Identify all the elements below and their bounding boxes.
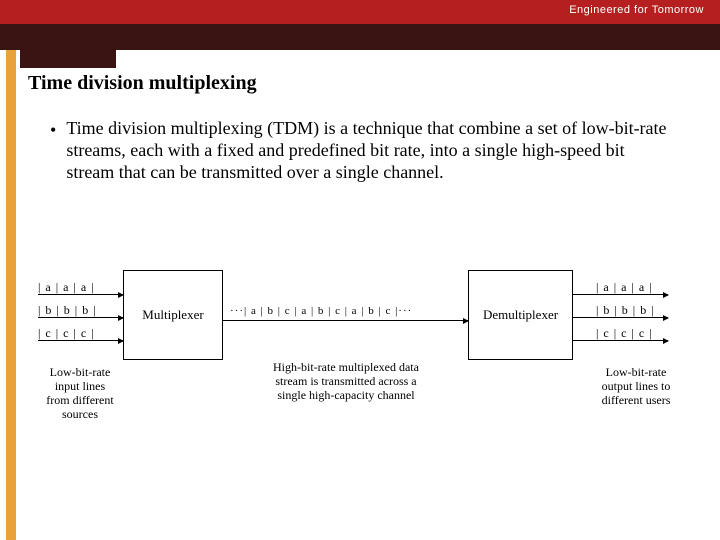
arrow-out-b xyxy=(573,317,668,318)
arrow-center xyxy=(223,320,468,321)
left-accent-stripe xyxy=(6,50,16,540)
sub-band xyxy=(0,24,720,50)
arrow-in-c xyxy=(38,340,123,341)
output-stream-b: | b | b | b | xyxy=(596,303,655,318)
output-stream-c: | c | c | c | xyxy=(596,326,653,341)
arrow-in-a xyxy=(38,294,123,295)
bullet-text: Time division multiplexing (TDM) is a te… xyxy=(66,117,670,183)
demultiplexer-box: Demultiplexer xyxy=(468,270,573,360)
input-stream-a: | a | a | a | xyxy=(38,280,95,295)
arrow-out-a xyxy=(573,294,668,295)
input-stream-c: | c | c | c | xyxy=(38,326,95,341)
label-inputs: Low-bit-rate input lines from different … xyxy=(30,365,130,421)
multiplexer-label: Multiplexer xyxy=(142,307,203,323)
header-notch xyxy=(20,50,116,68)
center-stream: ···| a | b | c | a | b | c | a | b | c |… xyxy=(230,305,412,317)
header-bar: Engineered for Tomorrow xyxy=(0,0,720,24)
header-tagline: Engineered for Tomorrow xyxy=(569,4,704,16)
slide-title: Time division multiplexing xyxy=(28,72,720,95)
bullet-item: • Time division multiplexing (TDM) is a … xyxy=(50,117,670,183)
multiplexer-box: Multiplexer xyxy=(123,270,223,360)
label-outputs: Low-bit-rate output lines to different u… xyxy=(586,365,686,407)
demultiplexer-label: Demultiplexer xyxy=(483,307,558,323)
arrow-in-b xyxy=(38,317,123,318)
bullet-list: • Time division multiplexing (TDM) is a … xyxy=(50,117,670,183)
arrow-out-c xyxy=(573,340,668,341)
output-stream-a: | a | a | a | xyxy=(596,280,653,295)
bullet-dot: • xyxy=(50,117,56,183)
label-center: High-bit-rate multiplexed data stream is… xyxy=(246,360,446,402)
input-stream-b: | b | b | b | xyxy=(38,303,97,318)
tdm-diagram: | a | a | a | | b | b | b | | c | c | c … xyxy=(38,270,688,470)
